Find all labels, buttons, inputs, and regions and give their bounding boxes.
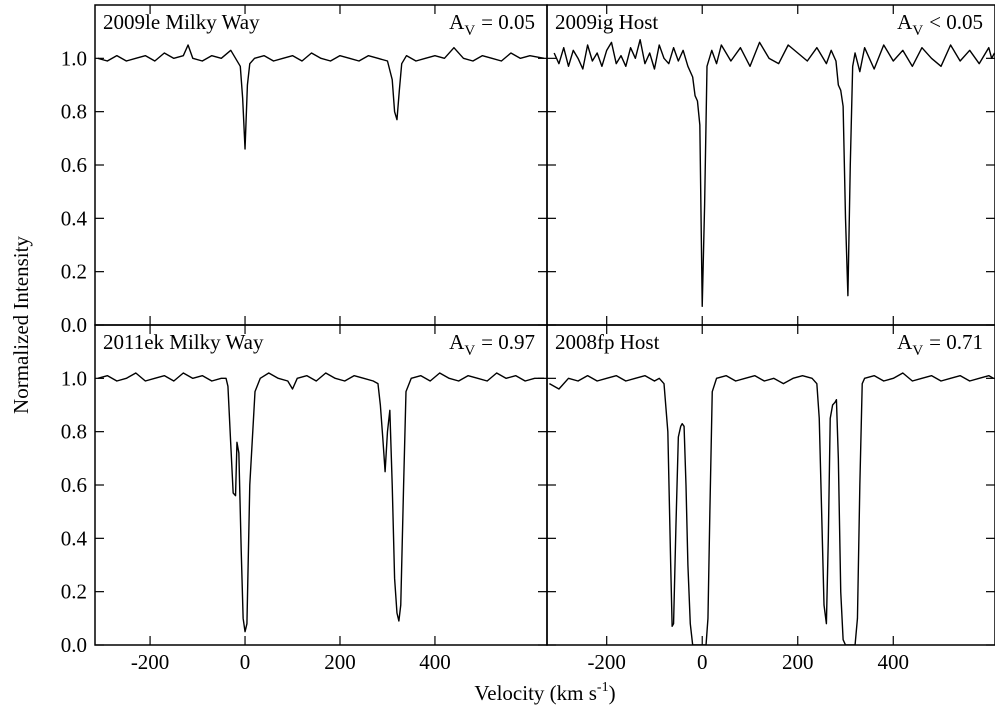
y-tick-label: 0.2 [61, 580, 87, 604]
av-text: < 0.05 [929, 10, 983, 34]
x-axis-label-sup: -1 [597, 680, 609, 695]
x-tick-label: 0 [697, 650, 708, 674]
x-axis-label: Velocity (km s-1) [474, 680, 615, 705]
y-tick-label: 0.8 [61, 420, 87, 444]
y-tick-label: 0.8 [61, 100, 87, 124]
av-symbol: A [449, 10, 465, 34]
av-subscript: V [464, 343, 475, 359]
av-subscript: V [464, 23, 475, 39]
spectrum-line [97, 372, 545, 633]
av-symbol: A [897, 330, 913, 354]
spectrum-line [553, 38, 995, 308]
panel-title: 2009le Milky Way [103, 10, 260, 34]
x-tick-label: 400 [419, 650, 451, 674]
y-tick-label: 1.0 [61, 46, 87, 70]
panel [553, 38, 995, 308]
spectrum-line [97, 44, 545, 150]
av-annotation: AV < 0.05 [897, 10, 983, 39]
panel [97, 372, 545, 633]
panel [97, 44, 545, 150]
panel-title: 2008fp Host [555, 330, 660, 354]
panel-frame [94, 324, 548, 646]
panel [549, 372, 994, 645]
y-tick-label: 1.0 [61, 366, 87, 390]
av-text: = 0.97 [481, 330, 535, 354]
y-tick-label: 0.0 [61, 313, 87, 337]
av-subscript: V [912, 23, 923, 39]
av-annotation: AV = 0.05 [449, 10, 535, 39]
av-text: = 0.71 [929, 330, 983, 354]
x-tick-label: 0 [240, 650, 251, 674]
y-tick-label: 0.0 [61, 633, 87, 657]
x-axis-label-end: ) [609, 681, 616, 705]
av-annotation: AV = 0.71 [897, 330, 983, 359]
y-tick-label: 0.2 [61, 260, 87, 284]
panel-frame [546, 324, 995, 646]
panel-title: 2011ek Milky Way [103, 330, 264, 354]
av-subscript: V [912, 343, 923, 359]
x-tick-label: 200 [782, 650, 814, 674]
y-tick-label: 0.4 [61, 206, 88, 230]
av-symbol: A [449, 330, 465, 354]
y-tick-label: 0.6 [61, 153, 87, 177]
panel-frame [94, 4, 548, 326]
x-tick-label: 400 [878, 650, 910, 674]
x-tick-label: -200 [587, 650, 626, 674]
x-tick-label: -200 [131, 650, 170, 674]
av-symbol: A [897, 10, 913, 34]
y-tick-label: 0.6 [61, 473, 87, 497]
y-axis-label: Normalized Intensity [9, 236, 33, 414]
y-tick-label: 0.4 [61, 526, 88, 550]
av-annotation: AV = 0.97 [449, 330, 535, 359]
av-text: = 0.05 [481, 10, 535, 34]
x-axis-label-text: Velocity (km s [474, 681, 596, 705]
x-tick-label: 200 [324, 650, 356, 674]
panel-title: 2009ig Host [555, 10, 658, 34]
spectrum-line [549, 372, 994, 645]
